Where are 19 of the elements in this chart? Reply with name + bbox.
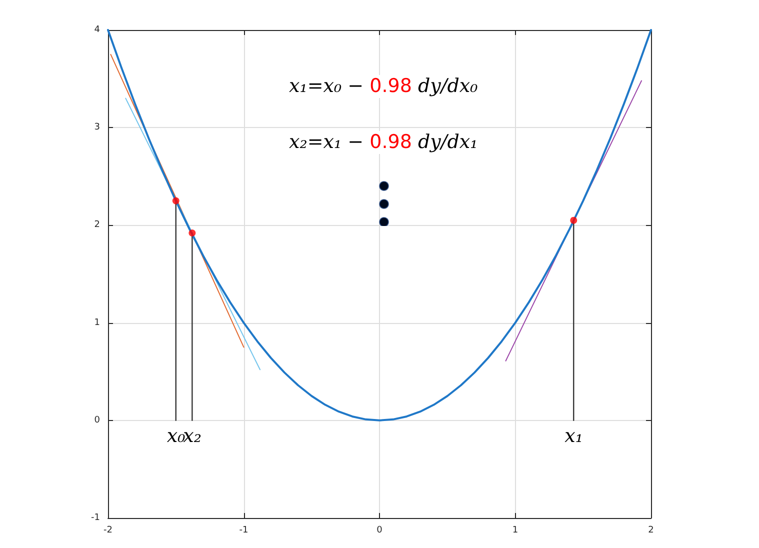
y-tick-label: 3 bbox=[94, 122, 100, 133]
point bbox=[570, 216, 578, 224]
y-tick-label: 0 bbox=[94, 415, 100, 426]
x-tick-label: 2 bbox=[648, 526, 654, 536]
y-tick-label: 2 bbox=[94, 220, 100, 230]
x-tick-label: 0 bbox=[376, 526, 383, 536]
annotation: x₂ bbox=[183, 425, 202, 448]
annotation: x₁ bbox=[564, 425, 583, 448]
x-tick-label: 1 bbox=[512, 526, 518, 536]
x-tick-label: -2 bbox=[104, 526, 112, 536]
y-tick-label: 1 bbox=[94, 318, 100, 328]
y-tick-label: -1 bbox=[91, 513, 100, 523]
y-tick-label: 4 bbox=[94, 25, 100, 35]
x-tick-label: -1 bbox=[239, 526, 248, 536]
annotation: x₁=x₀ − 0.98 dy/dx₀ bbox=[285, 75, 482, 98]
annotation: x₂=x₁ − 0.98 dy/dx₁ bbox=[285, 131, 482, 154]
point bbox=[188, 230, 196, 237]
point bbox=[172, 197, 180, 204]
annotation: x₀ bbox=[166, 425, 186, 448]
